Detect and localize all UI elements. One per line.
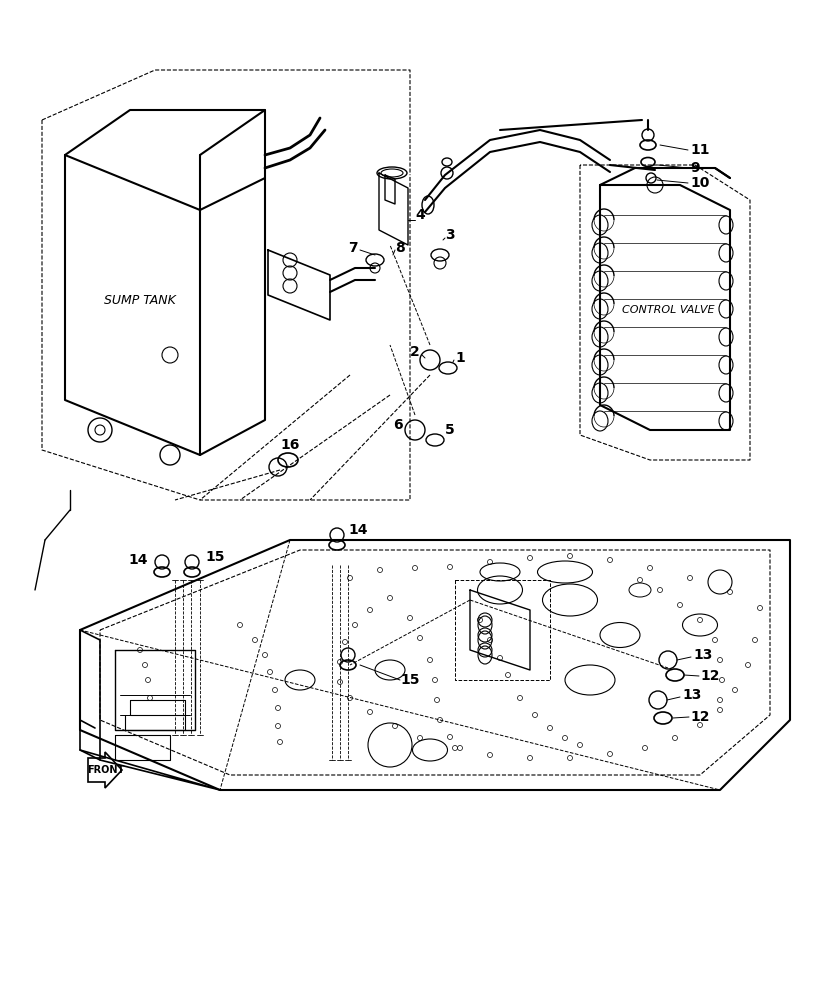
Text: 14: 14 (128, 553, 148, 567)
Text: FRONT: FRONT (87, 765, 125, 775)
Text: 15: 15 (205, 550, 224, 564)
Text: 10: 10 (690, 176, 709, 190)
Text: 15: 15 (400, 673, 419, 687)
Text: 13: 13 (693, 648, 712, 662)
Text: 9: 9 (690, 161, 699, 175)
Text: 8: 8 (395, 241, 405, 255)
Text: SUMP TANK: SUMP TANK (104, 294, 176, 306)
Text: 16: 16 (281, 438, 299, 452)
Text: 1: 1 (455, 351, 465, 365)
Text: 6: 6 (393, 418, 403, 432)
Text: 2: 2 (410, 345, 420, 359)
Text: 14: 14 (348, 523, 367, 537)
Text: 12: 12 (700, 669, 720, 683)
Text: 3: 3 (445, 228, 455, 242)
Text: 11: 11 (690, 143, 709, 157)
Text: 12: 12 (690, 710, 709, 724)
Text: 4: 4 (415, 208, 425, 222)
Text: 5: 5 (445, 423, 455, 437)
Text: 7: 7 (348, 241, 358, 255)
Text: CONTROL VALVE: CONTROL VALVE (622, 305, 714, 315)
Text: 13: 13 (682, 688, 702, 702)
